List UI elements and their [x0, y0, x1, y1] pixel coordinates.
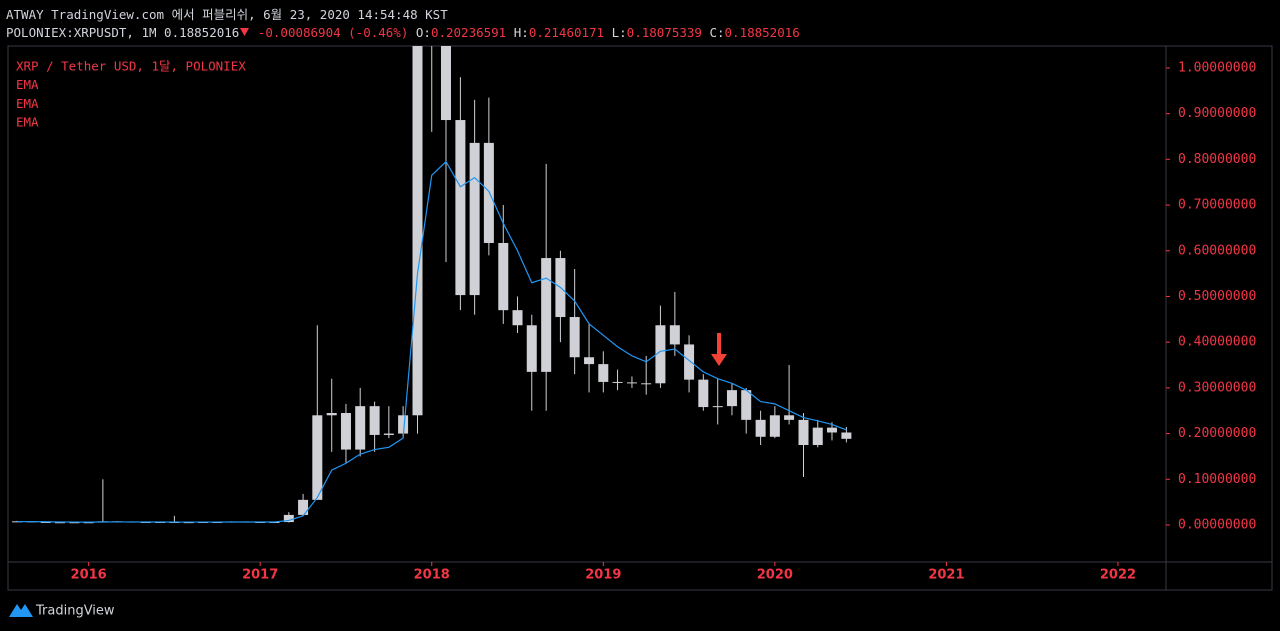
- candle-body: [726, 390, 737, 407]
- candle-body: [512, 310, 523, 326]
- x-tick-label: 2016: [71, 568, 107, 583]
- candle-body: [669, 325, 680, 345]
- logo: [9, 604, 33, 617]
- candle-body: [698, 379, 709, 408]
- candle-body: [398, 415, 409, 434]
- candle-body: [755, 419, 766, 437]
- x-tick-label: 2022: [1100, 568, 1136, 583]
- legend-label: EMA: [16, 115, 39, 130]
- y-tick-label: 0.00000000: [1178, 517, 1256, 532]
- candle-body: [412, 46, 423, 416]
- candle-body: [69, 522, 80, 524]
- x-tick-label: 2019: [585, 568, 621, 583]
- candle-body: [798, 419, 809, 445]
- ohlc-value: 0.18075339: [626, 25, 702, 40]
- y-tick-label: 1.00000000: [1178, 60, 1256, 75]
- last-price: 0.18852016: [164, 25, 240, 40]
- candle-body: [483, 142, 494, 243]
- plot-area: [12, 46, 852, 524]
- ohlc-label: O:: [415, 25, 431, 40]
- candle-body: [298, 499, 309, 515]
- ema-line: [17, 160, 847, 523]
- y-tick-label: 0.60000000: [1178, 243, 1256, 258]
- x-tick-label: 2020: [757, 568, 793, 583]
- ohlc-value: 0.18852016: [724, 25, 800, 40]
- y-tick-label: 0.70000000: [1178, 198, 1256, 213]
- publish-line: ATWAY TradingView.com 에서 퍼블리쉬, 6월 23, 20…: [6, 7, 448, 22]
- symbol: POLONIEX:XRPUSDT, 1M: [6, 25, 157, 40]
- quote-line: POLONIEX:XRPUSDT, 1M 0.18852016 -0.00086…: [6, 24, 800, 42]
- y-tick-label: 0.10000000: [1178, 472, 1256, 487]
- candle-body: [455, 120, 466, 296]
- candle-body: [841, 432, 852, 439]
- candle-body: [769, 415, 780, 437]
- candle-body: [626, 382, 637, 384]
- candle-body: [40, 522, 51, 524]
- ohlc-label: H:: [513, 25, 529, 40]
- candle-body: [784, 415, 795, 420]
- y-tick-label: 0.40000000: [1178, 335, 1256, 350]
- y-tick-label: 0.80000000: [1178, 152, 1256, 167]
- frame: [7, 45, 1273, 591]
- candle-body: [612, 381, 623, 383]
- candle-body: [326, 413, 337, 416]
- candle-body: [584, 357, 595, 365]
- candle-body: [369, 406, 380, 435]
- candle-body: [340, 413, 351, 450]
- candle-body: [283, 514, 294, 523]
- candle-body: [526, 325, 537, 372]
- ohlc-label: L:: [611, 25, 627, 40]
- candle-body: [641, 383, 652, 385]
- candle-body: [741, 390, 752, 420]
- annotation-arrow: [711, 333, 727, 366]
- ohlc-value: 0.21460171: [528, 25, 605, 40]
- brand: TradingView: [35, 604, 115, 619]
- candle-body: [655, 325, 666, 384]
- y-tick-label: 0.30000000: [1178, 380, 1256, 395]
- header: ATWAY TradingView.com 에서 퍼블리쉬, 6월 23, 20…: [6, 6, 800, 42]
- candle-body: [541, 258, 552, 372]
- axes: 0.00000000 0.10000000 0.20000000 0.30000000…: [16, 59, 1256, 583]
- candle-body: [383, 433, 394, 435]
- candle-body: [812, 427, 823, 445]
- candle-body: [469, 142, 480, 296]
- x-tick-label: 2021: [928, 568, 964, 583]
- candle-body: [569, 317, 580, 358]
- x-tick-label: 2017: [242, 568, 278, 583]
- ohlc-value: 0.20236591: [430, 25, 507, 40]
- candle-body: [498, 242, 509, 311]
- candle-body: [312, 415, 323, 500]
- down-icon: [240, 28, 250, 36]
- x-tick-label: 2018: [414, 568, 450, 583]
- candle-body: [598, 364, 609, 382]
- legend-label: EMA: [16, 96, 39, 111]
- candle-body: [684, 344, 695, 380]
- candle-body: [355, 406, 366, 450]
- candle-body: [440, 46, 451, 121]
- candle-body: [826, 427, 837, 433]
- y-tick-label: 0.50000000: [1178, 289, 1256, 304]
- y-tick-label: 0.90000000: [1178, 106, 1256, 121]
- legend-label: XRP / Tether USD, 1달, POLONIEX: [16, 59, 246, 74]
- legend-label: EMA: [16, 77, 39, 92]
- candle-body: [83, 522, 94, 524]
- change: -0.00086904 (-0.46%): [257, 25, 409, 40]
- y-tick-label: 0.20000000: [1178, 426, 1256, 441]
- ohlc-label: C:: [709, 25, 725, 40]
- candle-body: [54, 522, 65, 524]
- candle-body: [712, 406, 723, 408]
